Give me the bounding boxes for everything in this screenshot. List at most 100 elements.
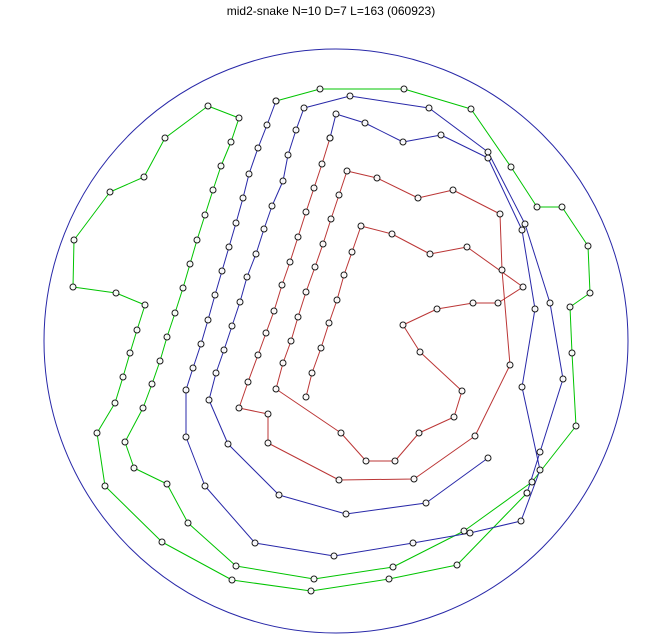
vertex-marker [287,337,295,345]
vertex-marker [111,399,119,407]
vertex-marker [302,393,310,401]
vertex-marker [507,163,515,171]
vertex-marker [330,552,338,560]
vertex-marker [409,539,417,547]
vertex-marker [235,404,243,412]
vertex-marker [568,349,576,357]
vertex-marker [126,349,134,357]
vertex-marker [163,333,171,341]
vertex-marker [466,529,474,537]
vertex-marker [279,359,287,367]
vertex-marker [232,562,240,570]
vertex-marker [218,267,226,275]
vertex-marker [228,322,236,330]
vertex-marker [437,131,445,139]
snake-red-inner-winding [238,137,524,481]
vertex-marker [316,85,324,93]
vertex-marker [158,538,166,546]
vertex-marker [422,499,430,507]
vertex-marker [317,344,325,352]
vertex-marker [217,162,225,170]
vertex-marker [558,203,566,211]
vertex-marker [228,576,236,584]
vertex-marker [519,283,527,291]
vertex-marker [272,97,280,105]
vertex-marker [518,383,526,391]
vertex-marker [294,313,302,321]
vertex-marker [531,305,539,313]
vertex-marker [148,380,156,388]
vertex-marker [254,144,262,152]
vertex-marker [528,478,536,486]
vertex-marker [294,233,302,241]
vertex-marker [227,138,235,146]
vertex-marker [463,243,471,251]
vertex-marker [236,298,244,306]
vertex-marker [119,373,127,381]
vertex-marker [252,250,260,258]
vertex-marker [517,517,525,525]
vertex-marker [385,575,393,583]
vertex-marker [311,263,319,271]
vertex-marker [106,188,114,196]
vertex-marker [388,230,396,238]
vertex-marker [245,170,253,178]
vertex-marker [496,210,504,218]
vertex-marker [232,219,240,227]
vertex-marker [400,85,408,93]
vertex-marker [346,92,354,100]
vertex-marker [278,281,286,289]
vertex-marker [340,271,348,279]
vertex-marker [121,438,129,446]
vertex-marker [235,114,243,122]
vertex-marker [425,104,433,112]
vertex-marker [410,475,418,483]
vertex-marker [498,266,506,274]
vertex-marker [171,309,179,317]
vertex-marker [161,134,169,142]
vertex-marker [484,148,492,156]
vertex-marker [201,211,209,219]
vertex-marker [163,480,171,488]
vertex-marker [310,575,318,583]
vertex-marker [506,361,514,369]
vertex-marker [193,236,201,244]
vertex-marker [546,299,554,307]
vertex-marker [292,126,300,134]
vertex-marker [239,194,247,202]
vertex-marker [300,104,308,112]
vertex-marker [586,289,594,297]
vertex-marker [460,527,468,535]
vertex-marker [471,432,479,440]
vertex-marker [262,329,270,337]
vertex-marker [310,184,318,192]
vertex-marker [458,387,466,395]
vertex-marker [335,476,343,484]
vertex-marker [220,346,228,354]
vertex-marker [211,291,219,299]
vertex-marker [327,215,335,223]
vertex-marker [179,284,187,292]
vertex-marker [284,151,292,159]
vertex-marker [319,240,327,248]
vertex-marker [362,457,370,465]
vertex-marker [184,519,192,527]
vertex-marker [391,457,399,465]
vertex-marker [399,138,407,146]
vertex-marker [182,386,190,394]
vertex-marker [93,429,101,437]
vertex-marker [244,378,252,386]
vertex-marker [318,160,326,168]
vertex-marker [494,299,502,307]
vertex-marker [302,288,310,296]
vertex-marker [342,510,350,518]
vertex-marker [302,208,310,216]
vertex-marker [326,134,334,142]
vertex-marker [270,307,278,315]
vertex-marker [224,440,232,448]
vertex-marker [559,375,567,383]
vertex-marker [286,258,294,266]
vertex-marker [141,301,149,309]
